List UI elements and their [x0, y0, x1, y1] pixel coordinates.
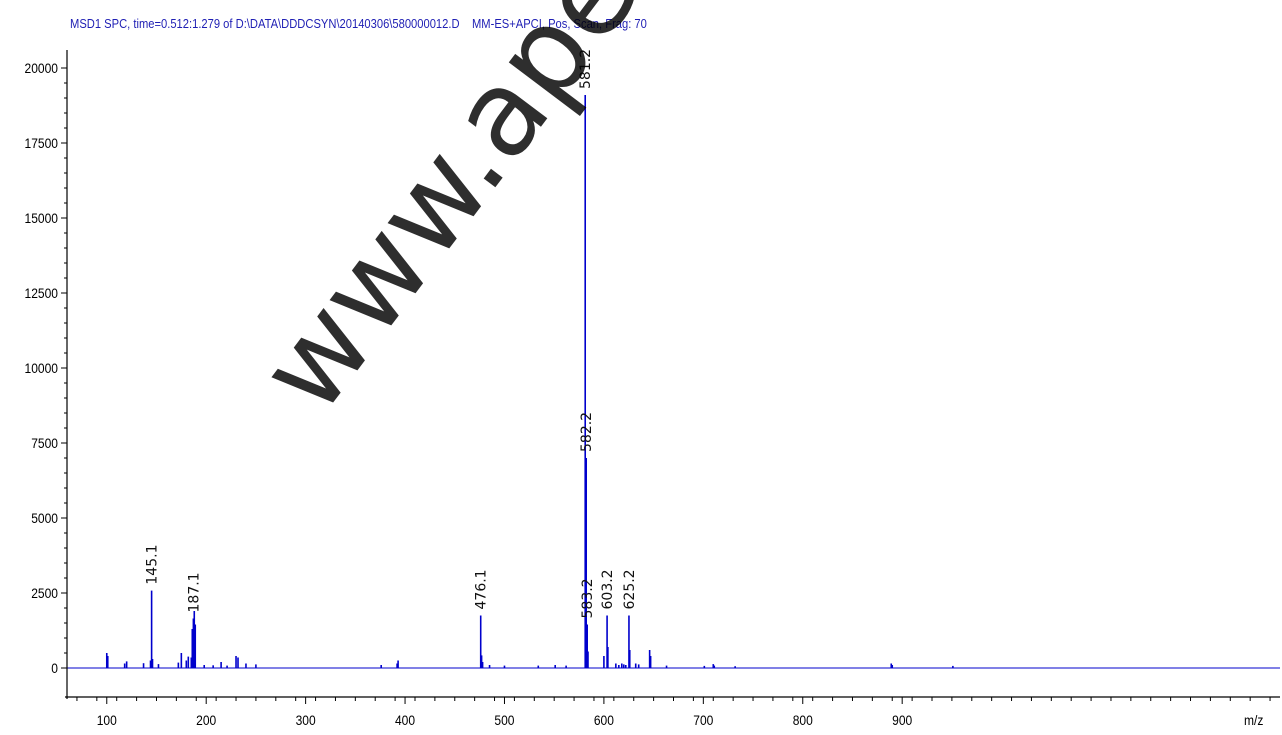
- x-tick-label: 600: [594, 712, 614, 728]
- peak-label: 145.1: [145, 545, 161, 585]
- x-tick-label: 300: [296, 712, 316, 728]
- x-tick-label: 900: [892, 712, 912, 728]
- peak-label: 625.2: [622, 569, 638, 609]
- x-tick-label: 700: [693, 712, 713, 728]
- peak-bars: [67, 95, 1280, 669]
- peak-labels: 145.1 187.1 476.1 581.2 582.2 583.2 603.2 625.2: [145, 49, 638, 619]
- x-tick-label: 500: [494, 712, 514, 728]
- x-axis-label: m/z: [1244, 712, 1263, 728]
- peak-label: 582.2: [579, 412, 595, 452]
- x-tick-label: 200: [196, 712, 216, 728]
- peak-label: 583.2: [580, 578, 596, 618]
- y-tick-label: 5000: [31, 510, 58, 526]
- chart-title: MSD1 SPC, time=0.512:1.279 of D:\DATA\DD…: [70, 16, 647, 31]
- y-tick-label: 10000: [25, 360, 58, 376]
- y-tick-label: 17500: [25, 135, 58, 151]
- y-tick-label: 12500: [25, 285, 58, 301]
- axes: [65, 50, 1280, 699]
- x-tick-label: 400: [395, 712, 415, 728]
- y-tick-label: 0: [51, 660, 58, 676]
- x-tick-label: 800: [793, 712, 813, 728]
- watermark-text: www.apexb: [232, 0, 751, 437]
- y-tick-label: 7500: [31, 435, 58, 451]
- y-tick-label: 20000: [25, 60, 58, 76]
- peak-label: 476.1: [474, 569, 490, 609]
- x-tick-label: 100: [97, 712, 117, 728]
- peak-label: 581.2: [578, 49, 594, 89]
- y-tick-label: 15000: [25, 210, 58, 226]
- peak-label: 603.2: [600, 569, 616, 609]
- y-tick-label: 2500: [31, 585, 58, 601]
- tick-marks: 0 2500 5000 7500 10000 12500 15000 17500 20000 10…: [25, 60, 1271, 728]
- peak-label: 187.1: [186, 572, 202, 612]
